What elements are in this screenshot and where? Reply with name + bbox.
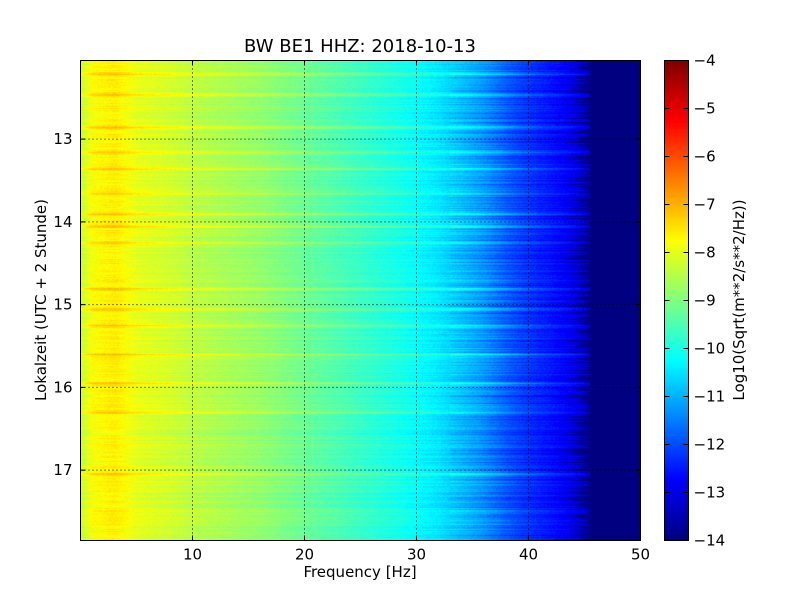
y-axis-label: Lokalzeit (UTC + 2 Stunde) (32, 199, 50, 401)
x-tick-label: 10 (183, 546, 202, 564)
y-tick-label: 17 (53, 461, 72, 479)
x-axis-ticks: 10 20 30 40 50 (183, 60, 650, 564)
colorbar-tick-label: −14 (694, 532, 726, 550)
x-tick-label: 40 (519, 546, 538, 564)
y-tick-label: 16 (53, 378, 72, 396)
y-tick-label: 14 (53, 213, 72, 231)
colorbar-tick-label: −6 (694, 148, 716, 166)
colorbar-tick-label: −13 (694, 484, 726, 502)
x-tick-label: 50 (631, 546, 650, 564)
colorbar-ticks: −4 −5 −6 −7 −8 −9 −10 −11 −12 −13 −14 (664, 52, 726, 550)
plot-frame (80, 60, 641, 541)
x-axis-label: Frequency [Hz] (303, 563, 416, 581)
y-tick-label: 13 (53, 130, 72, 148)
colorbar-tick-label: −9 (694, 292, 716, 310)
x-tick-label: 30 (407, 546, 426, 564)
colorbar-label: Log10(Sqrt(m**2/s**2/Hz)) (730, 199, 748, 400)
colorbar-tick-label: −4 (694, 52, 716, 70)
x-tick-label: 20 (295, 546, 314, 564)
y-tick-label: 15 (53, 296, 72, 314)
colorbar-tick-label: −8 (694, 244, 716, 262)
grid-lines (80, 60, 641, 541)
spectrogram-image (81, 61, 640, 540)
colorbar-gradient (665, 61, 688, 540)
y-axis-ticks: 13 14 15 16 17 (53, 130, 641, 479)
colorbar-tick-label: −10 (694, 340, 726, 358)
colorbar-tick-label: −11 (694, 388, 726, 406)
colorbar-tick-label: −7 (694, 196, 716, 214)
colorbar-tick-label: −12 (694, 436, 726, 454)
chart-title: BW BE1 HHZ: 2018-10-13 (244, 36, 476, 57)
colorbar-tick-label: −5 (694, 100, 716, 118)
